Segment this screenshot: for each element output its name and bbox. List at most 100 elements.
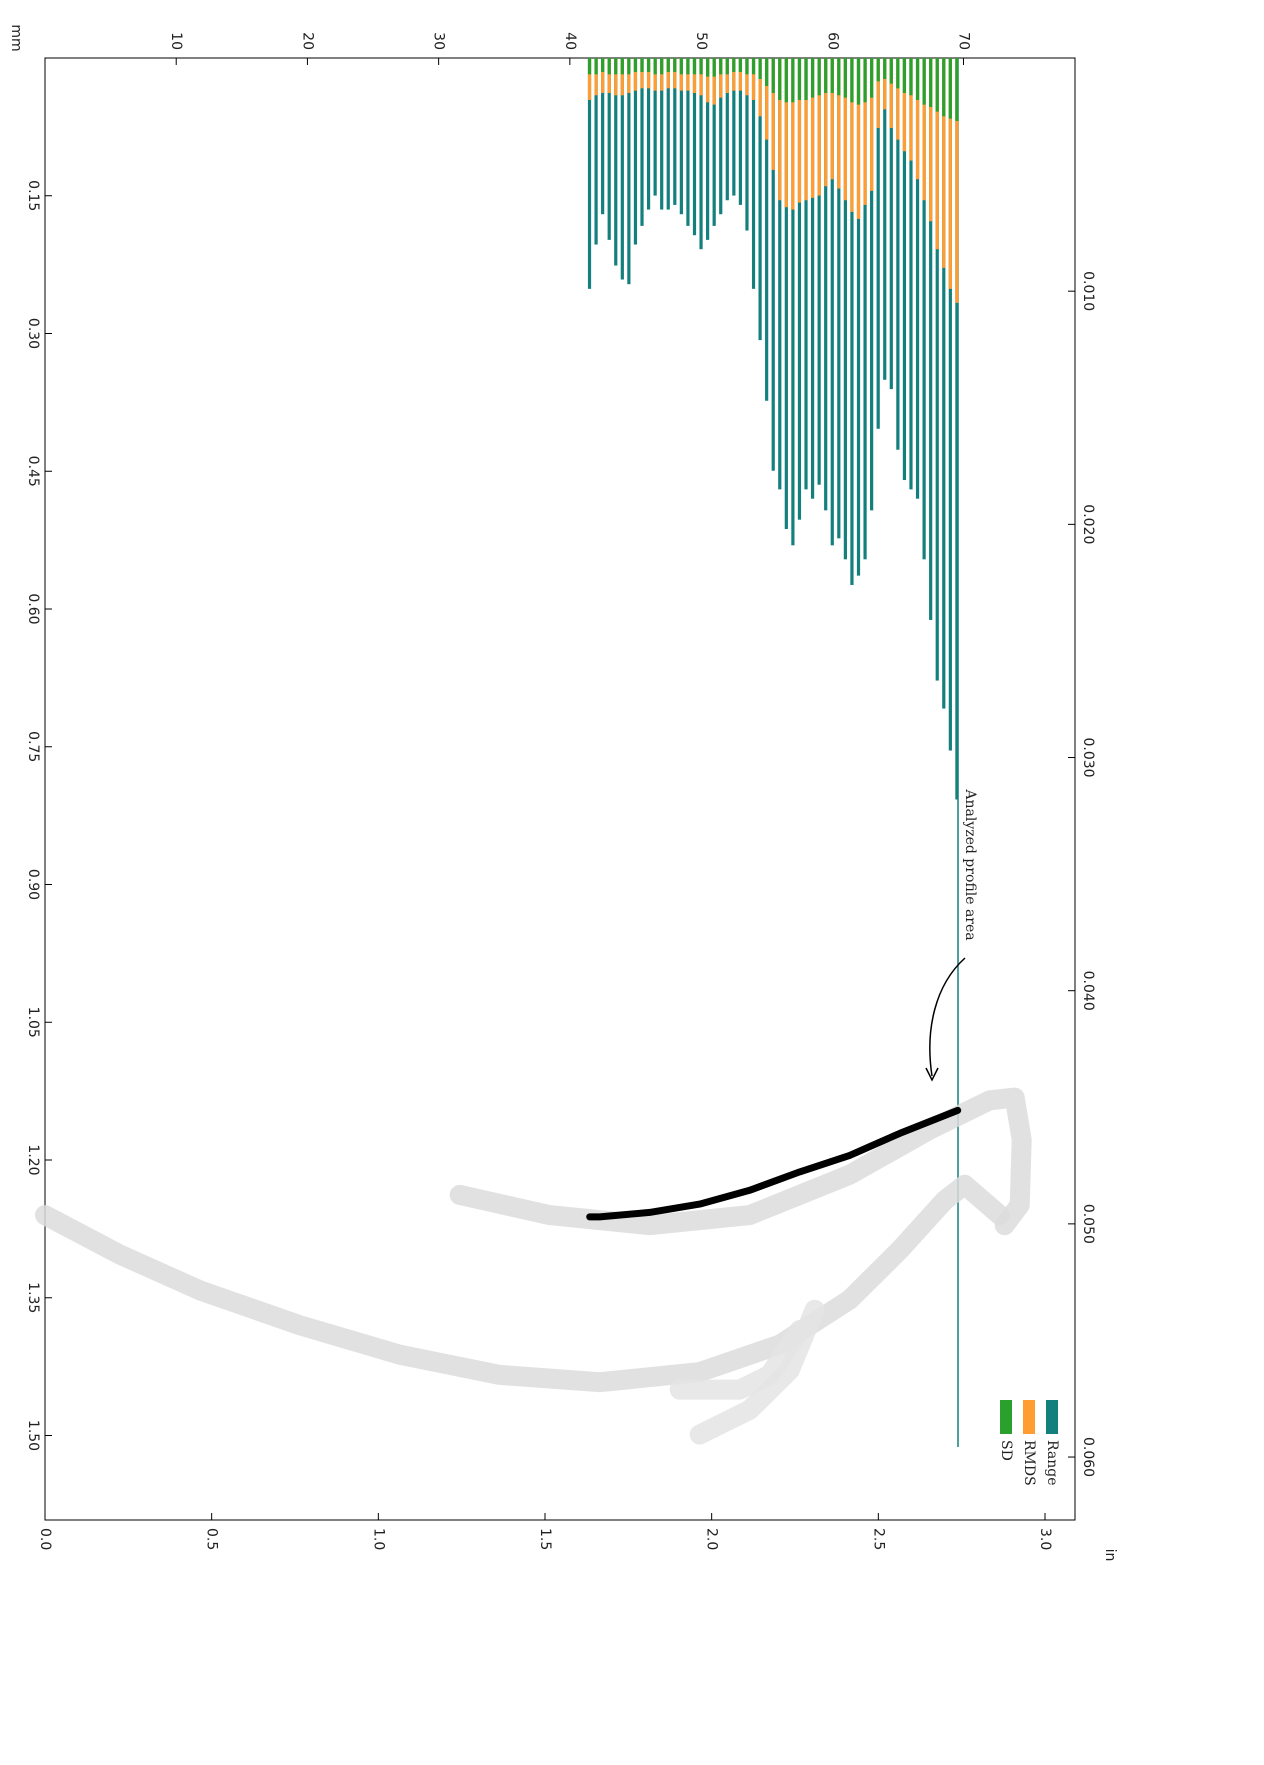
bar <box>607 58 611 93</box>
bar <box>935 58 939 112</box>
bar <box>935 58 939 250</box>
bar <box>804 58 808 490</box>
bar <box>712 58 716 77</box>
bar <box>942 58 946 117</box>
bar <box>843 58 847 201</box>
bar <box>856 58 861 105</box>
bar <box>758 58 762 79</box>
x2-tick-label: 20 <box>299 32 315 50</box>
bar <box>633 58 638 245</box>
bar <box>679 58 683 75</box>
bar <box>791 58 795 103</box>
bar <box>601 58 605 72</box>
bar <box>738 58 743 91</box>
legend-swatch <box>1023 1400 1035 1434</box>
bar <box>745 58 749 75</box>
bar <box>692 58 697 93</box>
y-tick-label: 1.50 <box>25 1420 41 1451</box>
profile-line <box>35 1174 1010 1393</box>
bar <box>719 58 723 98</box>
bar <box>896 58 900 89</box>
bar <box>653 58 657 196</box>
bar <box>594 58 598 245</box>
bar <box>738 58 743 72</box>
annotation: Analyzed profile area <box>962 788 978 940</box>
bar <box>791 58 795 546</box>
bar <box>929 58 933 107</box>
bar <box>725 58 729 75</box>
y-tick-label: 0.30 <box>25 318 41 349</box>
bar <box>863 58 867 103</box>
bar <box>942 58 946 268</box>
x-tick-label: 2.0 <box>704 1528 720 1550</box>
bar <box>955 58 959 303</box>
bar <box>607 58 611 240</box>
annotation-arrow <box>929 957 966 1077</box>
y2-tick-label: 0.040 <box>1080 971 1096 1011</box>
bar <box>955 58 959 800</box>
bar <box>745 58 749 96</box>
bar <box>646 58 651 89</box>
bar <box>738 58 743 205</box>
legend-label: RMDS <box>1021 1440 1037 1486</box>
x2-axis-label: mm <box>8 24 24 51</box>
bar <box>601 58 605 215</box>
x-tick-label: 3.0 <box>1037 1528 1053 1550</box>
bar <box>666 58 670 72</box>
bar <box>673 58 677 72</box>
bar <box>778 58 782 201</box>
bar <box>824 58 828 511</box>
bar <box>751 58 756 289</box>
bar <box>830 58 834 180</box>
bar <box>915 58 920 499</box>
bar <box>863 58 867 560</box>
bar <box>673 58 677 89</box>
bar <box>627 58 631 75</box>
bar <box>614 58 618 96</box>
bar <box>850 58 854 103</box>
bar <box>915 58 920 180</box>
bar <box>942 58 946 709</box>
bar <box>620 58 624 280</box>
bar <box>587 58 592 75</box>
bar <box>896 58 900 450</box>
bar <box>646 58 651 210</box>
bar <box>712 58 716 105</box>
bar <box>679 58 683 215</box>
x2-tick-label: 40 <box>562 32 578 50</box>
x-tick-label: 0.0 <box>37 1528 53 1550</box>
bar <box>627 58 631 93</box>
bar <box>771 58 775 93</box>
bar <box>778 58 782 100</box>
bar <box>620 58 624 75</box>
bar <box>876 58 880 128</box>
bar <box>824 58 828 93</box>
bar <box>863 58 867 205</box>
x-axis-label: in <box>1102 1549 1118 1562</box>
y2-tick-label: 0.050 <box>1080 1204 1096 1244</box>
bar <box>843 58 847 98</box>
bar <box>889 58 893 390</box>
profile-line <box>449 1087 1032 1236</box>
bar <box>896 58 900 140</box>
x-tick-label: 0.5 <box>204 1528 220 1550</box>
bar <box>614 58 618 75</box>
bar <box>719 58 723 215</box>
x2-tick-label: 10 <box>168 32 184 50</box>
bar <box>870 58 874 191</box>
y-tick-label: 0.60 <box>25 593 41 624</box>
bar <box>778 58 782 490</box>
bar <box>883 58 887 110</box>
bar <box>620 58 624 96</box>
bar <box>876 58 880 429</box>
bar <box>765 58 769 86</box>
bar <box>909 58 913 161</box>
x-tick-label: 1.5 <box>537 1528 553 1550</box>
bar <box>922 58 926 105</box>
bar <box>587 58 592 289</box>
profile-line <box>586 1106 962 1221</box>
legend-label: Range <box>1044 1440 1060 1485</box>
bar <box>666 58 670 89</box>
